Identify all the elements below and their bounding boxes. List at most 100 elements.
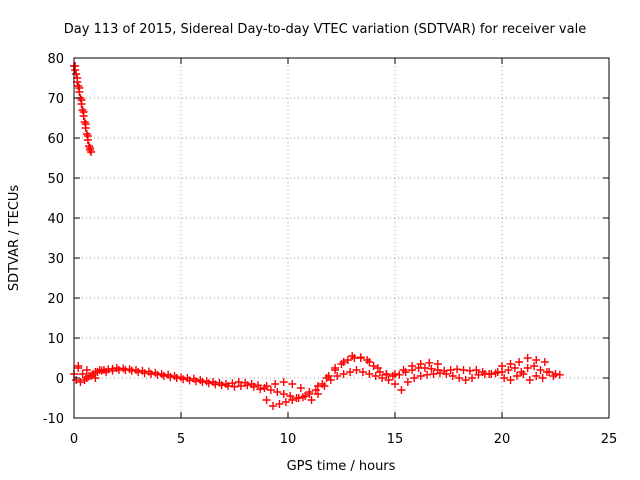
x-tick-label: 25 bbox=[601, 432, 618, 447]
data-point bbox=[384, 376, 393, 384]
data-point bbox=[333, 372, 342, 380]
data-point bbox=[262, 396, 271, 404]
data-point bbox=[352, 366, 361, 374]
x-tick-label: 15 bbox=[387, 432, 404, 447]
data-point bbox=[82, 130, 91, 138]
data-point bbox=[236, 382, 245, 390]
data-points bbox=[70, 62, 564, 410]
data-point bbox=[80, 118, 89, 126]
data-point bbox=[523, 364, 532, 372]
data-point bbox=[191, 377, 200, 386]
data-point bbox=[86, 144, 95, 152]
data-point bbox=[108, 366, 117, 375]
data-point bbox=[84, 372, 93, 380]
data-point bbox=[294, 394, 303, 402]
data-point bbox=[326, 376, 335, 384]
data-point bbox=[536, 366, 545, 374]
data-point bbox=[365, 370, 374, 378]
data-point bbox=[382, 370, 391, 378]
data-point bbox=[73, 74, 82, 82]
data-point bbox=[532, 372, 541, 380]
data-point bbox=[343, 356, 352, 364]
data-point bbox=[153, 370, 162, 379]
data-point bbox=[74, 362, 83, 370]
data-point bbox=[433, 360, 442, 368]
data-point bbox=[127, 366, 136, 375]
data-point bbox=[408, 362, 417, 370]
data-point bbox=[83, 132, 92, 140]
data-point bbox=[348, 352, 357, 360]
data-point bbox=[461, 376, 470, 384]
data-point bbox=[468, 374, 477, 382]
data-point bbox=[395, 370, 404, 379]
data-point bbox=[555, 370, 564, 379]
y-tick-label: -10 bbox=[43, 412, 64, 427]
data-point bbox=[75, 84, 84, 92]
data-point bbox=[179, 375, 188, 384]
data-point bbox=[500, 374, 509, 382]
y-tick-label: 10 bbox=[47, 332, 64, 347]
data-point bbox=[435, 369, 444, 378]
data-point bbox=[198, 378, 207, 386]
data-point bbox=[346, 368, 355, 376]
data-point bbox=[256, 385, 265, 394]
data-point bbox=[410, 374, 419, 382]
data-point bbox=[331, 364, 340, 372]
data-point bbox=[369, 362, 378, 370]
data-point bbox=[279, 390, 288, 398]
data-point bbox=[506, 360, 515, 368]
data-point bbox=[512, 372, 521, 380]
data-point bbox=[322, 374, 331, 382]
data-point bbox=[72, 70, 81, 78]
data-point bbox=[420, 364, 429, 372]
data-point bbox=[459, 366, 468, 374]
data-point bbox=[446, 366, 455, 374]
data-point bbox=[498, 362, 506, 370]
data-point bbox=[77, 96, 86, 104]
data-point bbox=[288, 396, 297, 404]
data-point bbox=[296, 384, 305, 392]
data-point bbox=[425, 358, 434, 367]
x-tick-label: 10 bbox=[280, 432, 297, 447]
data-point bbox=[82, 366, 91, 374]
x-tick-label: 0 bbox=[70, 432, 78, 447]
data-point bbox=[391, 370, 399, 378]
data-point bbox=[305, 388, 314, 396]
data-point bbox=[185, 376, 194, 385]
data-point bbox=[313, 382, 322, 390]
y-tick-label: 20 bbox=[47, 292, 64, 307]
data-point bbox=[474, 370, 483, 379]
data-point bbox=[134, 368, 143, 376]
axis-ticks bbox=[73, 57, 610, 419]
data-point bbox=[429, 370, 438, 378]
data-point bbox=[545, 368, 554, 376]
data-point bbox=[74, 82, 83, 90]
data-point bbox=[230, 382, 239, 391]
data-point bbox=[147, 370, 156, 378]
data-point bbox=[279, 378, 288, 386]
data-point bbox=[515, 358, 524, 366]
x-axis-label: GPS time / hours bbox=[287, 459, 396, 474]
data-point bbox=[510, 364, 519, 372]
data-point bbox=[281, 398, 290, 406]
y-tick-label: 60 bbox=[47, 132, 64, 147]
data-point bbox=[93, 368, 102, 376]
data-point bbox=[397, 386, 406, 394]
x-tick-label: 5 bbox=[177, 432, 185, 447]
data-point bbox=[79, 108, 88, 116]
data-point bbox=[204, 379, 213, 388]
data-point bbox=[81, 120, 90, 128]
data-point bbox=[373, 364, 382, 372]
data-point bbox=[166, 373, 175, 382]
data-point bbox=[211, 380, 220, 389]
x-tick-label: 20 bbox=[494, 432, 511, 447]
data-point bbox=[356, 354, 365, 362]
data-point bbox=[523, 354, 532, 362]
data-point bbox=[472, 366, 481, 374]
y-tick-label: 80 bbox=[47, 52, 64, 67]
data-point bbox=[358, 368, 367, 376]
data-point bbox=[217, 381, 226, 390]
data-point bbox=[140, 369, 149, 378]
data-point bbox=[504, 366, 513, 374]
